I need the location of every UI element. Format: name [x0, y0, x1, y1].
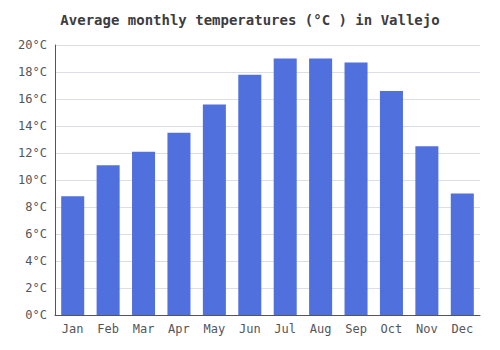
svg-text:2°C: 2°C	[25, 281, 47, 295]
svg-text:Nov: Nov	[416, 322, 438, 336]
svg-text:Aug: Aug	[310, 322, 332, 336]
svg-text:16°C: 16°C	[18, 92, 47, 106]
svg-text:Jan: Jan	[62, 322, 84, 336]
svg-text:Feb: Feb	[97, 322, 119, 336]
svg-text:Oct: Oct	[381, 322, 403, 336]
svg-text:Jun: Jun	[239, 322, 261, 336]
svg-text:Average monthly temperatures (: Average monthly temperatures (°C ) in Va…	[60, 12, 439, 28]
svg-text:0°C: 0°C	[25, 308, 47, 322]
svg-text:8°C: 8°C	[25, 200, 47, 214]
svg-text:May: May	[204, 322, 226, 336]
svg-text:Sep: Sep	[345, 322, 367, 336]
svg-text:12°C: 12°C	[18, 146, 47, 160]
svg-text:4°C: 4°C	[25, 254, 47, 268]
svg-text:18°C: 18°C	[18, 65, 47, 79]
svg-text:6°C: 6°C	[25, 227, 47, 241]
svg-text:10°C: 10°C	[18, 173, 47, 187]
svg-text:20°C: 20°C	[18, 38, 47, 52]
svg-text:Mar: Mar	[133, 322, 155, 336]
svg-text:14°C: 14°C	[18, 119, 47, 133]
svg-text:Dec: Dec	[451, 322, 473, 336]
svg-text:Apr: Apr	[168, 322, 190, 336]
svg-text:Jul: Jul	[274, 322, 296, 336]
